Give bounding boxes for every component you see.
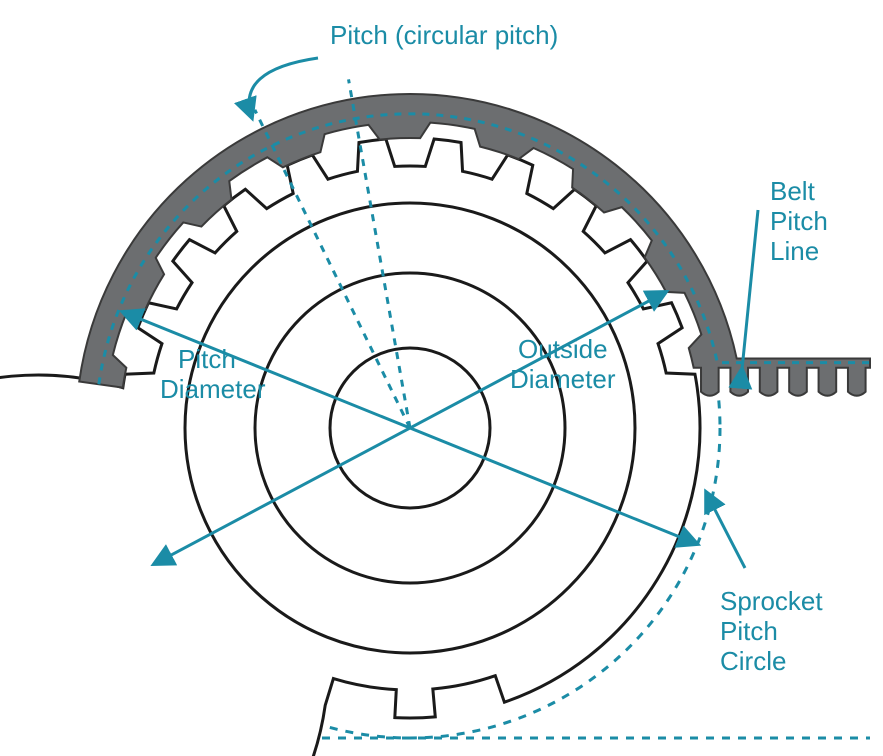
outside-diameter-label-1: Outside [518, 334, 608, 364]
outside-diameter-label-2: Diameter [510, 364, 616, 394]
pitch-title-label: Pitch (circular pitch) [330, 20, 558, 50]
pitch-title-leader [249, 58, 318, 118]
sprocket-pitch-circle-label-2: Pitch [720, 616, 778, 646]
sprocket-pitch-circle-leader [706, 492, 745, 568]
belt-pitch-line-label-2: Pitch [770, 206, 828, 236]
sprocket-pitch-circle-label-3: Circle [720, 646, 786, 676]
belt-pitch-line-label-3: Line [770, 236, 819, 266]
belt-pitch-line-label-1: Belt [770, 176, 816, 206]
belt-pitch-line-leader [742, 210, 758, 371]
pitch-diameter-label-1: Pitch [178, 344, 236, 374]
sprocket-outside-diameter-outline [0, 139, 700, 756]
pitch-diameter-label-2: Diameter [160, 374, 266, 404]
sprocket-pitch-circle-label-1: Sprocket [720, 586, 823, 616]
